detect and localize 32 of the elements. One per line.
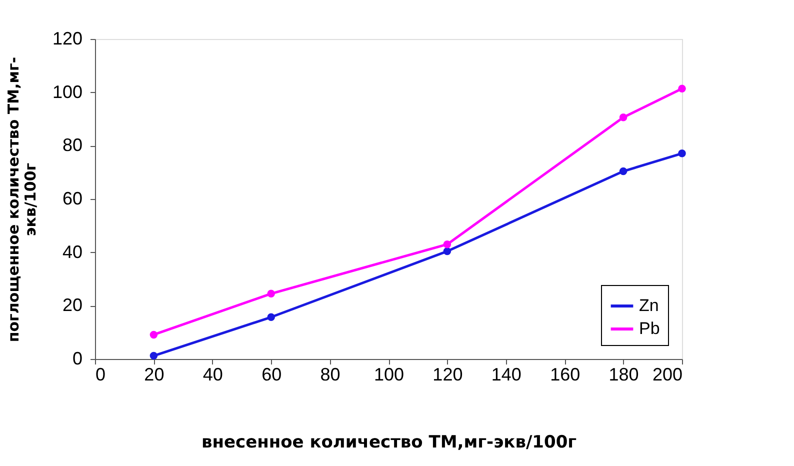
- point: [678, 150, 686, 158]
- x-tick-label: 200: [652, 364, 682, 384]
- y-tick-label: 60: [62, 188, 82, 208]
- y-tick-label: 20: [62, 295, 82, 316]
- x-tick-label: 120: [432, 364, 463, 384]
- y-tick-label: 120: [52, 28, 82, 48]
- y-tick-label: 0: [72, 348, 82, 368]
- point: [267, 313, 275, 321]
- x-tick-label: 160: [550, 364, 580, 384]
- x-tick-label: 180: [608, 364, 639, 384]
- point: [267, 290, 275, 298]
- point: [443, 247, 452, 256]
- point: [678, 84, 686, 92]
- y-tick-label: 100: [52, 82, 82, 102]
- x-tick-label: 100: [374, 364, 404, 384]
- legend-label: Pb: [639, 319, 660, 338]
- y-axis-title: поглощенное количество ТМ,мг- экв/100г: [4, 56, 40, 342]
- y-tick-label: 80: [62, 135, 82, 156]
- point: [619, 114, 628, 122]
- x-tick-label: 20: [144, 364, 164, 384]
- x-axis-title: внесенное количество ТМ,мг-экв/100г: [201, 432, 577, 452]
- x-tick-label: 140: [491, 364, 522, 384]
- x-tick-label: 0: [96, 364, 106, 384]
- x-tick-label: 60: [262, 364, 282, 384]
- point: [619, 167, 628, 176]
- point: [150, 352, 158, 360]
- point: [443, 240, 452, 248]
- legend-label: Zn: [639, 296, 659, 315]
- x-tick-label: 80: [320, 364, 340, 384]
- y-tick-label: 40: [62, 242, 82, 262]
- point: [150, 330, 158, 339]
- x-tick-label: 40: [202, 364, 223, 384]
